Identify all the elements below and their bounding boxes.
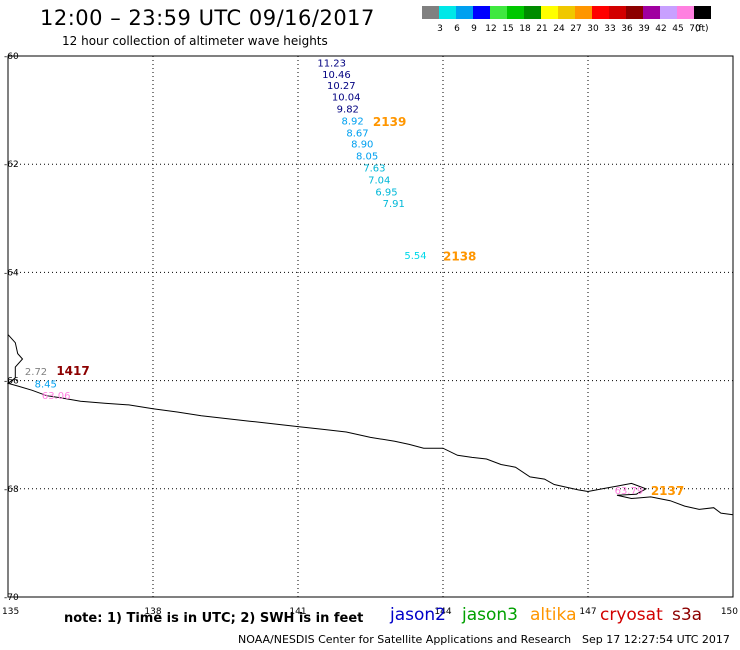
colorbar-swatch [473,6,490,19]
wave-height-label: 63.79 [615,486,644,497]
satellite-legend-s3a: s3a [672,605,703,625]
colorbar-swatch [456,6,473,19]
colorbar-swatch [677,6,694,19]
colorbar-label: 70 [689,24,701,34]
wave-height-label: 10.46 [322,70,351,81]
wave-height-label: 10.04 [332,93,361,104]
wave-height-label: 11.23 [317,58,346,69]
colorbar-label: 9 [471,24,477,34]
lat-tick-label: -64 [4,268,19,278]
colorbar-swatch [660,6,677,19]
antarctic-coastline [6,334,734,516]
lat-tick-label: -60 [4,52,19,62]
pass-time-label: 2137 [651,484,684,498]
satellite-legend-cryosat: cryosat [600,605,663,625]
colorbar-swatch [439,6,456,19]
colorbar-swatch [507,6,524,19]
colorbar-swatch [626,6,643,19]
satellite-legend-jason2: jason2 [390,605,446,625]
pass-time-label: 2139 [373,115,406,129]
map-subtitle: 12 hour collection of altimeter wave hei… [62,34,328,48]
colorbar-swatch [558,6,575,19]
colorbar-label: 42 [655,24,667,34]
wave-height-label: 7.63 [363,163,385,174]
colorbar-swatch [541,6,558,19]
wave-height-label: 8.92 [342,116,364,127]
lat-tick-label: -70 [4,593,19,603]
wave-height-label: 8.45 [35,379,57,390]
colorbar-unit: (ft) [695,24,709,34]
colorbar-label: 33 [604,24,616,34]
colorbar-swatch [694,6,711,19]
timestamp-text: Sep 17 12:27:54 UTC 2017 [582,633,730,646]
colorbar-swatch [609,6,626,19]
colorbar-label: 39 [638,24,650,34]
plot-frame [7,55,734,598]
colorbar-label: 21 [536,24,548,34]
lat-tick-label: -66 [4,377,19,387]
satellite-legend-jason3: jason3 [462,605,518,625]
colorbar-swatch [643,6,660,19]
colorbar-swatch [575,6,592,19]
colorbar-swatch [490,6,507,19]
satellite-legend-altika: altika [530,605,577,625]
lat-tick-label: -68 [4,485,19,495]
wave-height-label: 63.06 [42,391,71,402]
colorbar-label: 27 [570,24,582,34]
colorbar-label: 15 [502,24,514,34]
map-title: 12:00 – 23:59 UTC 09/16/2017 [40,6,375,30]
wave-height-label: 8.67 [346,128,368,139]
colorbar-label: 30 [587,24,599,34]
colorbar-label: 24 [553,24,565,34]
wave-height-label: 8.05 [356,152,378,163]
colorbar-label: 36 [621,24,633,34]
wave-height-label: 2.72 [25,367,47,378]
credit-text: NOAA/NESDIS Center for Satellite Applica… [238,633,572,646]
wave-height-label: 6.95 [375,187,397,198]
lat-tick-label: -62 [4,160,19,170]
colorbar-label: 6 [454,24,460,34]
lon-tick-label: 138 [144,607,161,617]
colorbar-label: 12 [485,24,497,34]
wave-height-label: 9.82 [337,104,359,115]
wave-height-label: 8.90 [351,140,373,151]
pass-time-label: 2138 [443,250,476,264]
lon-tick-label: 141 [289,607,306,617]
colorbar-swatch [422,6,439,19]
colorbar-swatch [524,6,541,19]
colorbar-label: 18 [519,24,531,34]
wave-height-label: 5.54 [404,251,426,262]
lon-tick-label: 135 [2,607,19,617]
lon-tick-label: 147 [579,607,596,617]
wave-height-label: 7.91 [383,199,405,210]
pass-time-label: 1417 [56,364,89,378]
wave-height-label: 7.04 [368,175,390,186]
colorbar-label: 3 [437,24,443,34]
units-note: note: 1) Time is in UTC; 2) SWH is in fe… [64,611,364,626]
colorbar-label: 45 [672,24,684,34]
lon-tick-label: 150 [721,607,738,617]
colorbar-swatch [592,6,609,19]
wave-height-label: 10.27 [327,81,356,92]
lon-tick-label: 144 [434,607,451,617]
